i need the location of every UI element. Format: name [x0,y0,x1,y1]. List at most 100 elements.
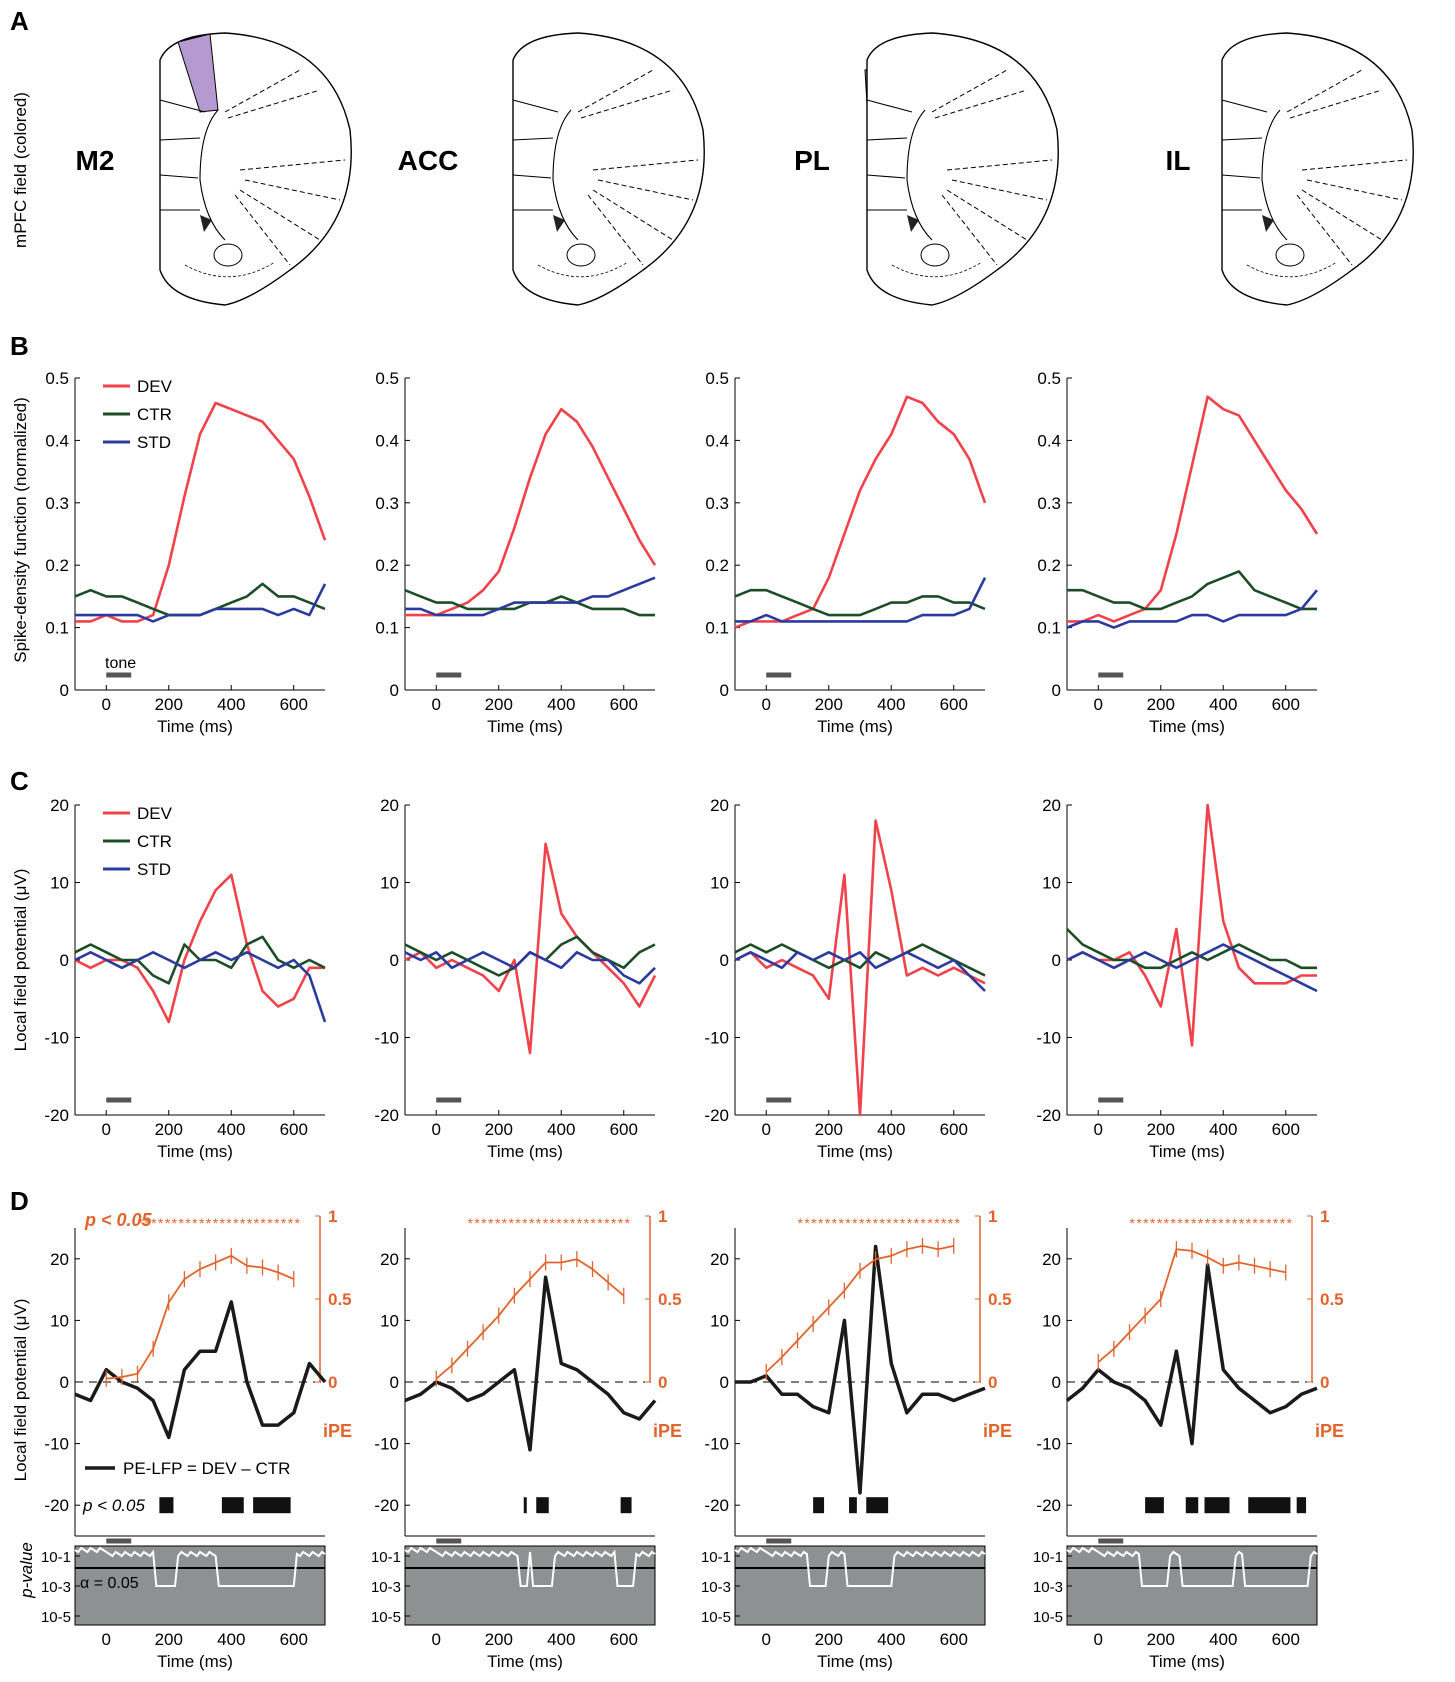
brain-internal-lines [1221,99,1288,241]
significance-bar [1204,1497,1230,1514]
axes: 0 0.1 0.2 0.3 0.4 0.5 0 200 400 600 [1037,369,1317,714]
y-tick-label: -20 [1036,1496,1061,1515]
row-d-ylabel: Local field potential (μV) [11,1299,30,1482]
y-tick-label: 0.5 [375,369,399,388]
axes: -20 -10 0 10 20 [1036,1228,1317,1537]
x-tick-label: 0 [102,695,111,714]
legend-label-std: STD [137,860,171,879]
series-dev [1067,395,1319,623]
y-tick-label: 0 [1052,951,1061,970]
x-tick-label: 400 [877,1120,905,1139]
series-pe-lfp [404,1275,657,1452]
y-tick-label: 20 [1042,1250,1061,1269]
brain-section-m2: M2 [76,32,352,306]
x-tick-label: 600 [610,1120,638,1139]
axes: 0 0.1 0.2 0.3 0.4 0.5 0 200 400 600 [705,369,985,714]
y-tick-label: 0.1 [375,619,399,638]
series-std [75,583,327,623]
row-c-ylabel: Local field potential (μV) [11,869,30,1052]
x-tick-label: 600 [610,1630,638,1649]
y-tick-label: 0.3 [705,494,729,513]
y-tick-label: 20 [380,796,399,815]
brain-dashed-boundaries [1286,69,1408,266]
sig-bar-label: p < 0.05 [82,1496,145,1515]
ipe-tick-label: 1 [658,1207,667,1226]
ipe-tick-label: 0.5 [328,1290,352,1309]
x-axis-label: Time (ms) [487,1142,563,1161]
y-tick-label: 0.5 [1037,369,1061,388]
pvalue-tick-label: 10-5 [371,1609,401,1626]
y-tick-label: 10 [1042,1311,1061,1330]
y-tick-label: 0.3 [1037,494,1061,513]
brain-section-il: IL [1166,32,1414,306]
field-label-m2: M2 [76,145,115,176]
ipe-tick-label: 1 [1320,1207,1329,1226]
x-tick-label: 400 [1209,1630,1237,1649]
x-tick-label: 600 [280,1120,308,1139]
y-tick-label: 0.3 [375,494,399,513]
ipe-significance-stars: ************************ [468,1215,631,1231]
panel-letter-B: B [10,331,29,361]
significance-bar [1296,1497,1307,1514]
y-tick-label: -20 [704,1106,729,1125]
y-tick-label: 20 [710,1250,729,1269]
x-tick-label: 0 [102,1630,111,1649]
x-axis-label: Time (ms) [817,1652,893,1671]
legend-label-dev: DEV [137,804,173,823]
ipe-tick-label: 0 [658,1373,667,1392]
ipe-significance-stars: ************************ [798,1215,961,1231]
y-tick-label: -10 [1036,1435,1061,1454]
x-axis-label: Time (ms) [817,717,893,736]
y-tick-label: 0.4 [705,431,729,450]
y-tick-label: -20 [1036,1106,1061,1125]
series-dev [734,819,986,1117]
x-tick-label: 0 [432,695,441,714]
pvalue-tick-label: 10-1 [41,1549,71,1566]
pvalue-tick-label: 10-1 [371,1549,401,1566]
legend-label-ctr: CTR [137,405,172,424]
olfactory-lines [891,261,983,278]
y-tick-label: 0 [390,951,399,970]
pvalue-tick-label: 10-1 [701,1549,731,1566]
series-ctr [1067,570,1317,611]
brain-section-pl: PL [794,32,1059,306]
x-tick-label: 0 [1094,695,1103,714]
significance-bar [523,1497,527,1514]
brain-internal-lines [512,99,579,241]
y-tick-label: 0.2 [45,556,69,575]
x-tick-label: 600 [280,695,308,714]
ipe-tick-label: 0.5 [1320,1290,1344,1309]
y-tick-label: 0 [390,681,399,700]
x-tick-label: 600 [940,1120,968,1139]
y-tick-label: -20 [374,1106,399,1125]
field-label-acc: ACC [398,145,459,176]
brain-dashed-boundaries [577,69,699,266]
x-tick-label: 0 [762,695,771,714]
brain-internal-lines [159,99,226,241]
panel-letter-D: D [10,1186,29,1216]
series-pe-lfp [1065,1263,1318,1446]
pvalue-trace [74,1546,326,1587]
y-tick-label: 0.2 [705,556,729,575]
x-tick-label: 200 [1147,1630,1175,1649]
field-label-pl: PL [794,145,830,176]
x-tick-label: 200 [815,695,843,714]
y-tick-label: 0 [60,1373,69,1392]
y-tick-label: 10 [710,1311,729,1330]
legend-label-std: STD [137,433,171,452]
y-tick-label: 0.5 [45,369,69,388]
y-tick-label: 20 [710,796,729,815]
y-tick-label: -20 [704,1496,729,1515]
x-tick-label: 600 [1272,695,1300,714]
ventricle-marker [200,215,212,232]
ipe-tick-label: 0.5 [658,1290,682,1309]
y-tick-label: 0.2 [1037,556,1061,575]
y-tick-label: 0 [1052,1373,1061,1392]
series-dev [405,407,657,617]
pvalue-tick-label: 10-3 [371,1579,401,1596]
x-tick-label: 600 [1272,1630,1300,1649]
x-tick-label: 400 [547,1120,575,1139]
significance-bar [221,1497,244,1514]
ipe-tick-label: 0 [988,1373,997,1392]
